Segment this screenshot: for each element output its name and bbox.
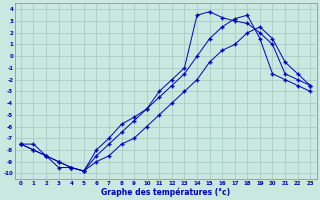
X-axis label: Graphe des températures (°c): Graphe des températures (°c) bbox=[101, 187, 230, 197]
